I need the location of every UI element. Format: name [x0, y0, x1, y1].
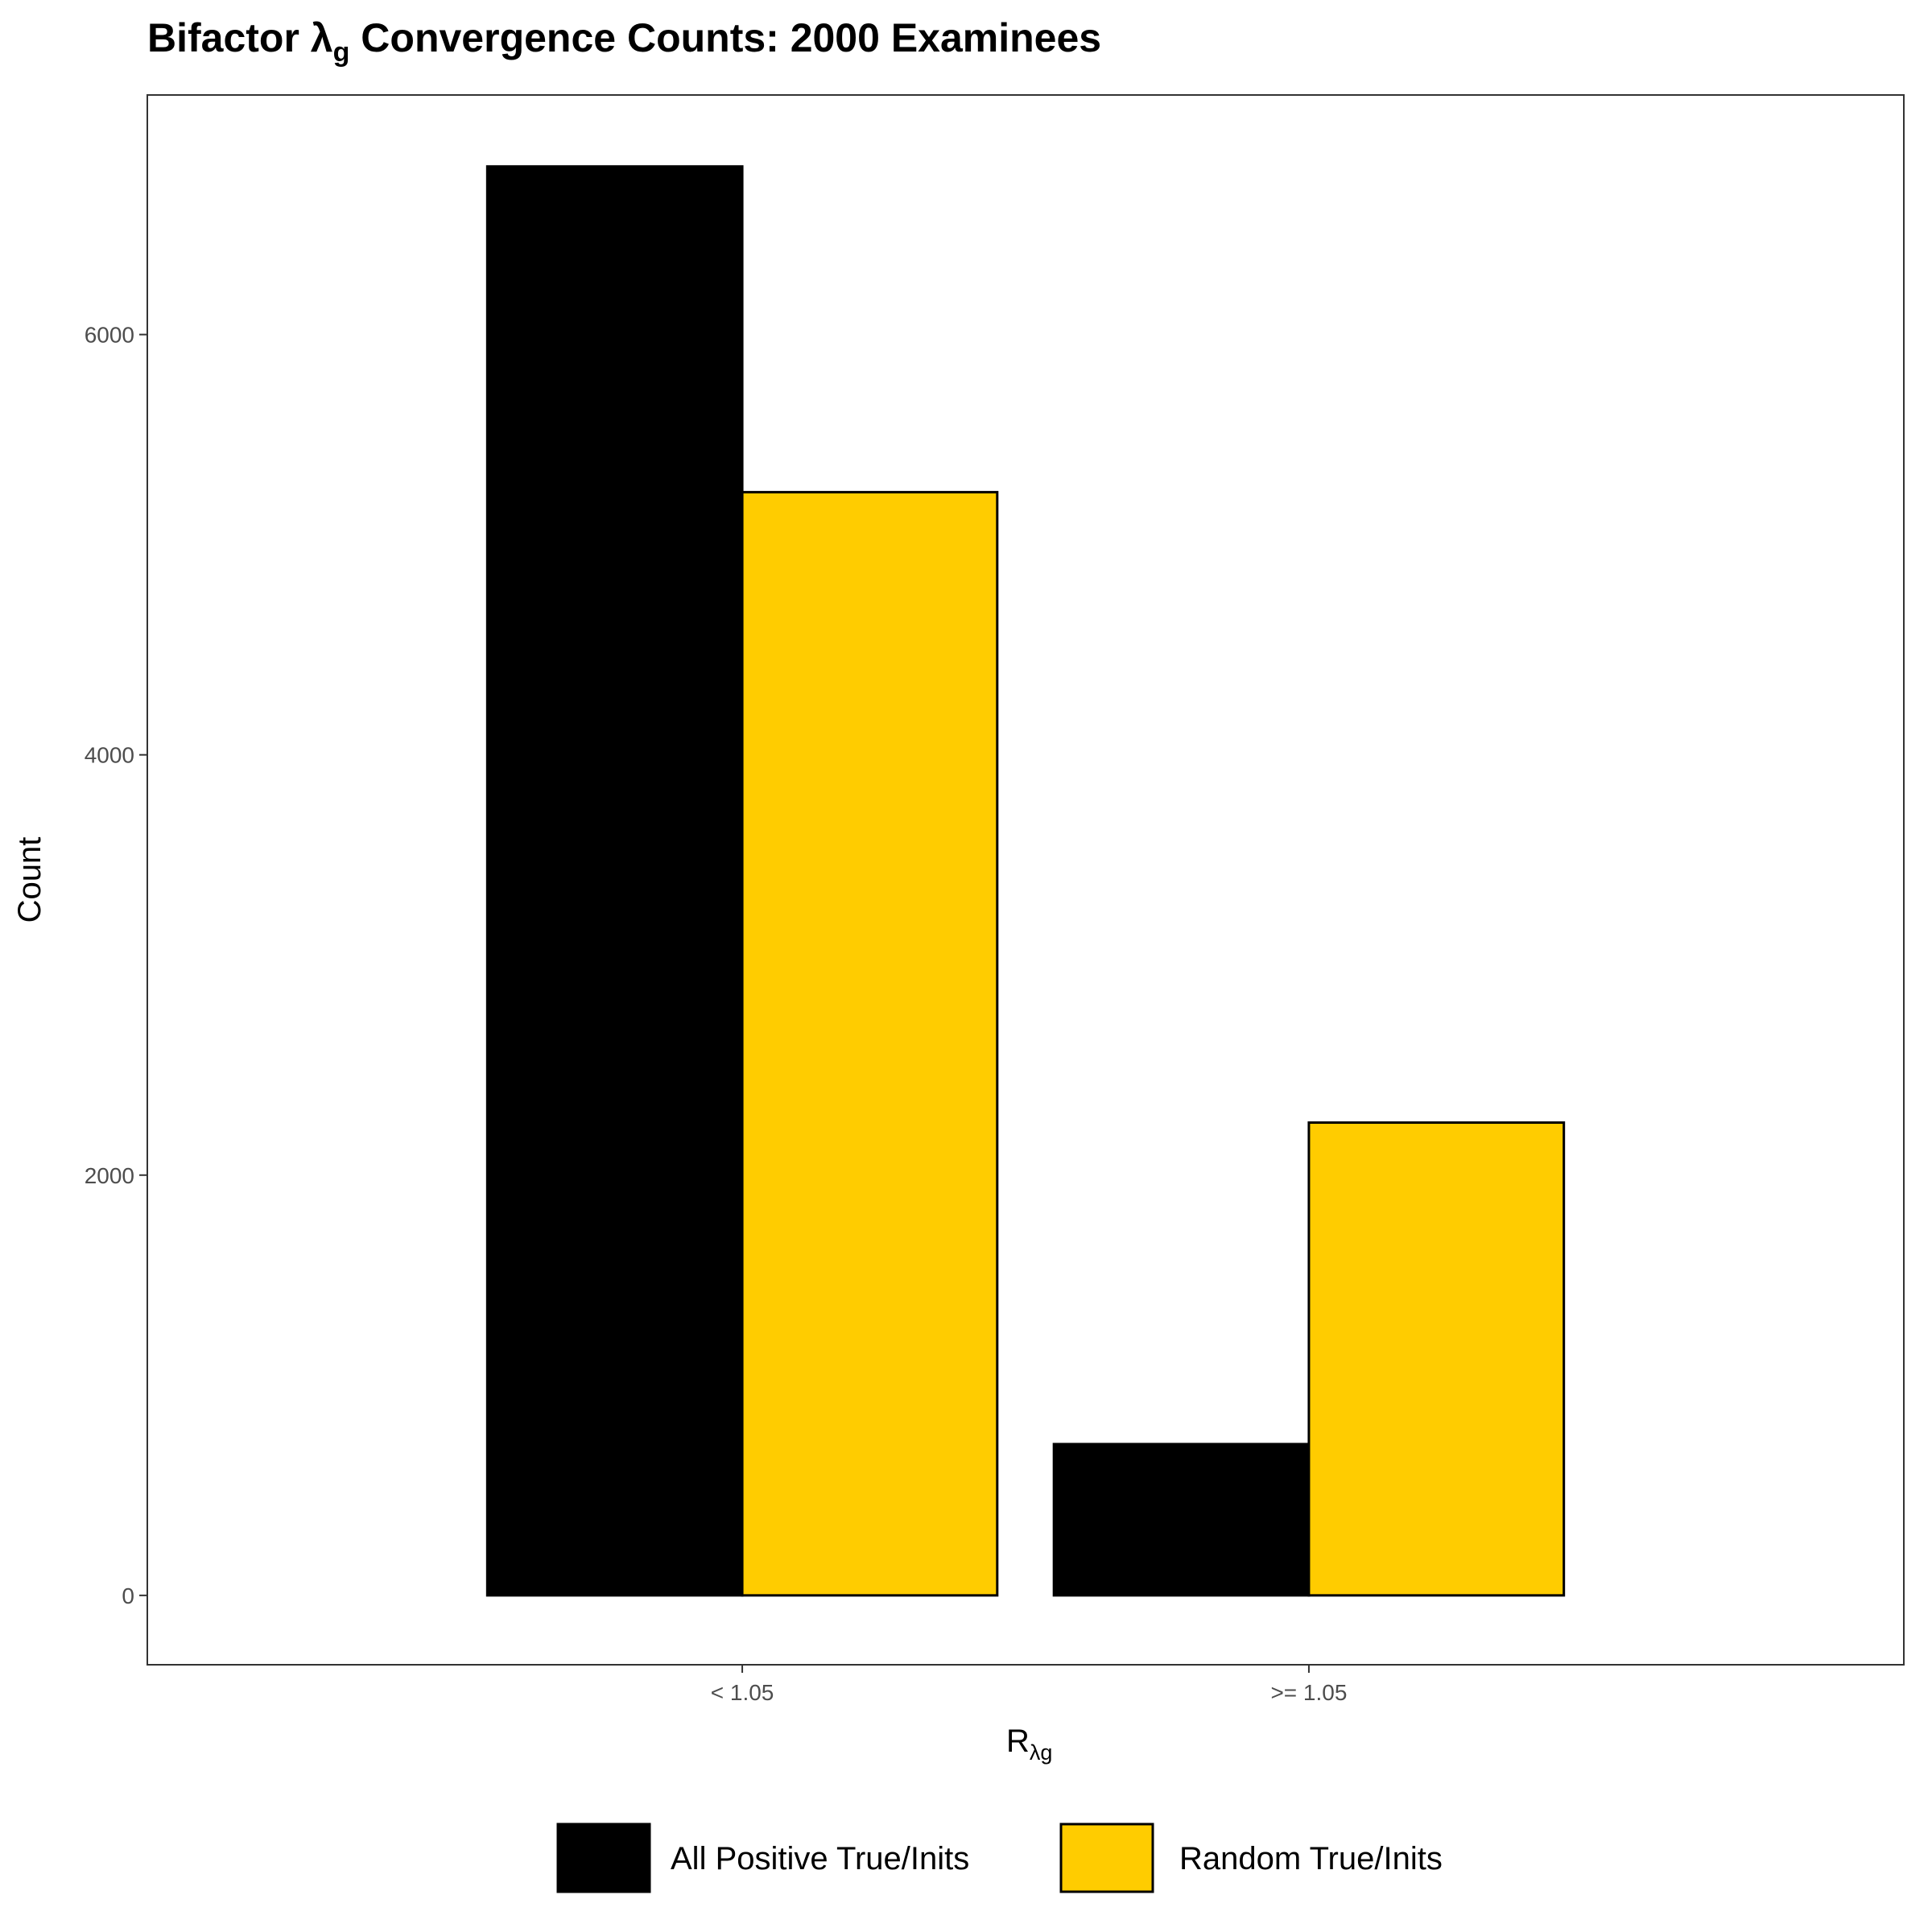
bar: [1307, 1121, 1566, 1597]
bar: [741, 490, 999, 1597]
chart-title: Bifactor λg Convergence Counts: 2000 Exa…: [147, 15, 1101, 68]
legend-key: [556, 1823, 651, 1893]
x-tick-label: >= 1.05: [1270, 1680, 1347, 1705]
legend-key: [1059, 1823, 1154, 1893]
panel-border: [147, 94, 1905, 1666]
bars-group: [485, 165, 1566, 1597]
y-tick-label: 4000: [85, 743, 134, 768]
y-tick-label: 2000: [85, 1163, 134, 1188]
legend-label: All Positive True/Inits: [671, 1841, 969, 1876]
x-axis-title: Rλg: [1006, 1724, 1052, 1765]
x-tick-label: < 1.05: [711, 1680, 774, 1705]
y-tick-label: 0: [122, 1583, 134, 1608]
legend-label: Random True/Inits: [1179, 1841, 1443, 1876]
y-tick-label: 6000: [85, 323, 134, 348]
bar: [1052, 1443, 1311, 1597]
bar: [485, 165, 744, 1597]
y-axis-title: Count: [12, 837, 47, 923]
x-axis: < 1.05 >= 1.05: [711, 1665, 1347, 1705]
y-axis: 0 2000 4000 6000: [85, 323, 147, 1608]
legend: All Positive True/Inits Random True/Inits: [556, 1823, 1443, 1893]
